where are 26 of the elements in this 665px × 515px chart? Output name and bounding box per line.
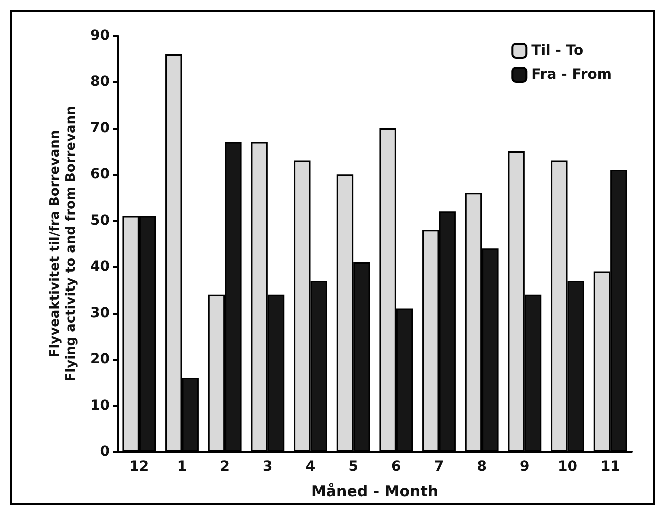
x-tick-label: 11 [600,459,620,475]
y-tick-label: 90 [90,28,110,44]
x-axis-title: Måned - Month [311,482,439,500]
legend-label: Til - To [532,43,584,59]
y-tick-label: 60 [90,166,110,183]
y-tick-label: 30 [90,305,110,322]
y-tick-label: 0 [100,444,110,460]
y-tick-label: 70 [90,120,110,136]
y-tick-label: 20 [90,352,110,368]
x-tick-label: 7 [434,459,444,475]
x-tick-label: 4 [306,459,316,475]
x-tick-label: 3 [263,459,273,475]
x-tick-label: 6 [392,459,402,475]
x-tick-label: 10 [558,459,578,475]
x-tick-label: 2 [220,459,230,475]
x-tick-label: 9 [520,459,530,475]
x-tick-label: 5 [348,459,358,475]
y-tick-label: 10 [90,398,110,414]
x-tick-label: 8 [477,459,487,475]
y-axis-title: Flyveaktivitet til/fra Borrevann Flying activity to and from Borrevann [48,106,80,382]
y-tick-label: 50 [90,212,110,229]
x-tick-label: 1 [177,459,188,475]
y-tick-label: 80 [90,74,110,90]
x-tick-label: 12 [130,459,150,475]
legend-label: Fra - From [532,67,612,83]
y-tick-label: 40 [90,259,110,276]
